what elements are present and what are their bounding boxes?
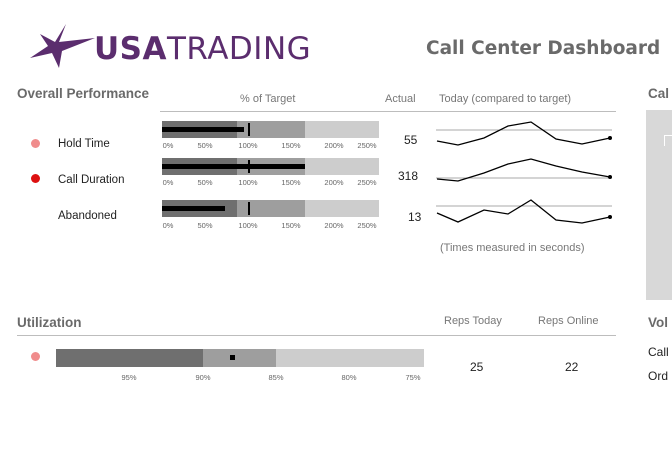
bullet-bar-hold-time — [162, 127, 244, 132]
sparkline-abandoned — [436, 199, 612, 224]
tick-label: 85% — [268, 373, 284, 382]
actual-value-hold-time: 55 — [404, 133, 418, 147]
target-marker-abandoned — [248, 202, 250, 215]
col-header-pct-target: % of Target — [240, 93, 296, 105]
actual-value-call-duration: 318 — [398, 169, 419, 183]
tick-label: 150% — [281, 178, 301, 187]
col-header-reps-today: Reps Today — [444, 315, 502, 327]
status-dot-hold-time — [31, 139, 40, 148]
tick-label: 250% — [357, 221, 377, 230]
tick-label: 50% — [197, 141, 213, 150]
utilization-marker — [230, 355, 235, 360]
tick-label: 0% — [162, 141, 174, 150]
tick-label: 0% — [162, 221, 174, 230]
tick-label: 100% — [238, 221, 258, 230]
tick-label: 80% — [341, 373, 357, 382]
reps-today-value: 25 — [470, 360, 484, 374]
logo-text-bold: USA — [94, 31, 167, 67]
status-dot-call-duration — [31, 174, 40, 183]
right-item-ord: Ord — [648, 369, 669, 383]
row-label-call-duration: Call Duration — [58, 174, 125, 186]
tick-label: 200% — [324, 221, 344, 230]
row-label-abandoned: Abandoned — [58, 210, 117, 222]
page-title: Call Center Dashboard — [426, 38, 661, 59]
tick-label: 200% — [324, 141, 344, 150]
times-note: (Times measured in seconds) — [440, 242, 585, 254]
actual-value-abandoned: 13 — [408, 210, 422, 224]
bullet-bar-call-duration — [162, 164, 305, 169]
bullet-chart-utilization — [56, 349, 424, 367]
bullet-chart-abandoned — [162, 200, 379, 217]
tick-label: 75% — [405, 373, 421, 382]
tick-label: 50% — [197, 221, 213, 230]
right-bottom-title: Vol — [648, 315, 668, 330]
tick-label: 150% — [281, 141, 301, 150]
sparkline-call-duration — [436, 158, 612, 182]
tick-label: 150% — [281, 221, 301, 230]
logo-text: USATRADING — [94, 31, 311, 67]
bullet-chart-hold-time — [162, 121, 379, 138]
bullet-chart-call-duration — [162, 158, 379, 175]
tick-label: 50% — [197, 178, 213, 187]
tick-label: 250% — [357, 178, 377, 187]
tick-label: 0% — [162, 178, 174, 187]
right-item-call: Call — [648, 345, 669, 359]
status-dot-utilization — [31, 352, 40, 361]
utilization-title: Utilization — [17, 315, 82, 330]
logo-text-light: TRADING — [167, 31, 312, 67]
tick-label: 250% — [357, 141, 377, 150]
tick-label: 95% — [121, 373, 137, 382]
col-header-reps-online: Reps Online — [538, 315, 599, 327]
right-chart-panel — [646, 110, 672, 300]
target-marker-call-duration — [248, 160, 250, 173]
overall-header-rule — [160, 111, 616, 112]
tick-label: 100% — [238, 178, 258, 187]
logo: USATRADING — [28, 22, 328, 72]
utilization-header-rule — [17, 335, 616, 336]
tick-label: 100% — [238, 141, 258, 150]
col-header-today: Today (compared to target) — [439, 93, 572, 105]
reps-online-value: 22 — [565, 360, 579, 374]
tick-label: 90% — [195, 373, 211, 382]
target-marker-hold-time — [248, 123, 250, 136]
sparkline-hold-time — [436, 121, 612, 146]
star-icon — [30, 24, 95, 68]
overall-performance-title: Overall Performance — [17, 86, 150, 101]
row-label-hold-time: Hold Time — [58, 138, 110, 150]
bullet-bar-abandoned — [162, 206, 225, 211]
col-header-actual: Actual — [385, 93, 416, 105]
tick-label: 200% — [324, 178, 344, 187]
right-top-title: Cal — [648, 86, 670, 101]
